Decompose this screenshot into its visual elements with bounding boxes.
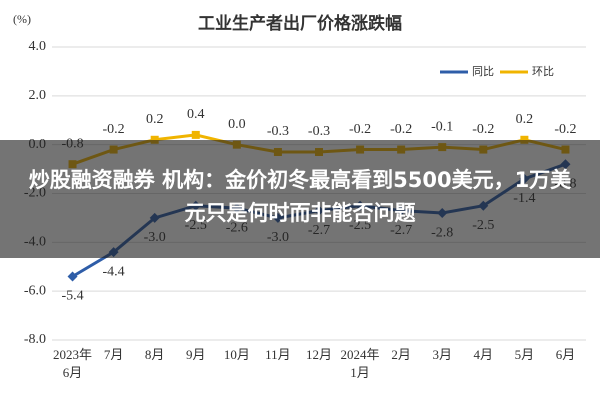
x-tick-label: 11月	[265, 347, 291, 362]
legend-label: 环比	[532, 65, 554, 78]
chart-title: 工业生产者出厂价格涨跌幅	[198, 13, 402, 34]
y-tick-label: -8.0	[24, 332, 46, 347]
legend-label: 同比	[472, 65, 494, 78]
data-label: -5.4	[61, 289, 83, 304]
data-label: -0.3	[308, 124, 330, 139]
x-tick-label: 4月	[473, 347, 494, 362]
news-banner[interactable]: 炒股融资融券 机构：金价初冬最高看到5500美元，1万美元只是何时而非能否问题	[0, 140, 600, 258]
data-label: -0.1	[431, 119, 453, 134]
point-marker	[67, 271, 78, 282]
x-tick-label: 9月	[186, 347, 206, 362]
data-label: 0.0	[228, 117, 246, 132]
data-label: 0.4	[187, 107, 205, 122]
data-label: -0.2	[103, 122, 125, 137]
y-tick-label: -6.0	[24, 283, 46, 298]
x-tick-label: 3月	[432, 347, 452, 362]
x-tick-label: 6月	[555, 347, 576, 362]
point-marker	[520, 135, 529, 144]
x-tick-label: 2023年 6月	[53, 347, 93, 380]
y-tick-label: 2.0	[29, 88, 47, 103]
data-label: -0.2	[554, 122, 576, 137]
x-tick-label: 2月	[391, 347, 411, 362]
data-label: 0.2	[516, 112, 534, 127]
data-label: -0.2	[472, 122, 494, 137]
x-tick-label: 5月	[514, 347, 535, 362]
x-tick-label: 10月	[223, 347, 250, 362]
data-label: -0.2	[390, 122, 412, 137]
data-label: -4.4	[103, 264, 125, 279]
x-tick-label: 2024年 1月	[340, 347, 380, 380]
point-marker	[191, 130, 200, 139]
y-tick-label: 4.0	[29, 39, 47, 54]
data-label: 0.2	[146, 112, 164, 127]
x-tick-label: 12月	[305, 347, 332, 362]
x-tick-label: 7月	[103, 347, 124, 362]
x-tick-label: 8月	[144, 347, 165, 362]
data-label: -0.2	[349, 122, 371, 137]
y-axis-label: (%)	[13, 12, 31, 26]
point-marker	[150, 135, 159, 144]
data-label: -0.3	[267, 124, 289, 139]
